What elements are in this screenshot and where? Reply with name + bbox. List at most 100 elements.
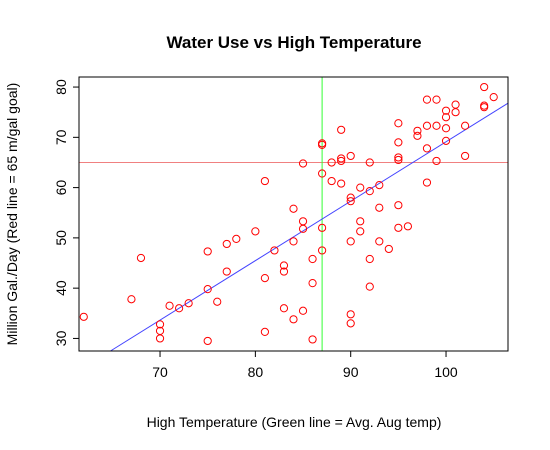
data-point xyxy=(451,100,460,109)
data-point xyxy=(365,254,374,264)
data-point xyxy=(298,224,308,233)
x-tick-label: 80 xyxy=(248,364,264,380)
data-point xyxy=(155,320,165,329)
data-point xyxy=(279,261,289,270)
data-point xyxy=(356,217,365,226)
data-point xyxy=(289,315,298,324)
data-point xyxy=(337,179,346,188)
y-tick-label: 40 xyxy=(53,280,69,296)
data-point xyxy=(222,239,231,249)
data-point xyxy=(480,103,489,112)
data-point xyxy=(308,254,317,264)
data-point xyxy=(260,274,269,283)
data-point xyxy=(432,121,441,130)
x-axis: 70 80 90 100 xyxy=(152,351,458,380)
data-point xyxy=(155,334,165,343)
reference-lines xyxy=(79,77,508,351)
data-point xyxy=(298,159,308,168)
data-point xyxy=(318,223,327,232)
x-tick-label: 70 xyxy=(152,364,168,380)
data-point xyxy=(394,223,403,232)
data-point xyxy=(346,193,355,202)
data-point xyxy=(394,119,403,128)
data-point xyxy=(318,169,327,178)
y-tick-label: 60 xyxy=(53,180,69,196)
data-point xyxy=(365,158,374,167)
data-point xyxy=(422,121,432,130)
data-point xyxy=(346,151,355,161)
data-point xyxy=(308,335,317,344)
data-point xyxy=(394,201,403,210)
data-point xyxy=(375,203,384,212)
data-point xyxy=(203,336,212,346)
data-point xyxy=(356,183,365,192)
data-point xyxy=(394,153,403,162)
data-point xyxy=(365,187,374,196)
regression-line xyxy=(110,102,509,352)
data-point xyxy=(432,156,441,166)
data-point xyxy=(184,299,193,308)
data-point xyxy=(260,327,269,336)
data-point xyxy=(222,267,231,276)
data-point xyxy=(318,246,327,255)
data-point xyxy=(375,180,384,190)
data-point xyxy=(346,319,355,328)
y-axis-label: Million Gal./Day (Red line = 65 m/gal go… xyxy=(4,83,20,346)
data-point xyxy=(441,113,451,122)
trend-line xyxy=(110,102,509,352)
data-point xyxy=(318,140,327,149)
data-point xyxy=(337,125,346,134)
data-point xyxy=(308,279,317,288)
data-point xyxy=(203,247,212,256)
data-point xyxy=(260,176,269,186)
data-point xyxy=(441,136,451,145)
y-tick-label: 70 xyxy=(53,129,69,145)
data-point xyxy=(441,106,451,115)
data-point xyxy=(175,304,184,313)
data-point xyxy=(422,95,432,104)
data-point xyxy=(346,197,355,206)
data-point xyxy=(480,82,489,92)
data-point xyxy=(251,227,260,236)
data-point xyxy=(394,138,403,147)
data-point xyxy=(270,246,279,255)
chart-title: Water Use vs High Temperature xyxy=(166,33,421,52)
data-point xyxy=(279,304,289,313)
data-point xyxy=(289,237,298,246)
data-points xyxy=(79,82,498,346)
x-tick-label: 100 xyxy=(434,364,458,380)
data-point xyxy=(489,93,498,102)
data-point xyxy=(461,121,470,130)
data-point xyxy=(279,267,289,276)
x-axis-label: High Temperature (Green line = Avg. Aug … xyxy=(147,414,442,430)
data-point xyxy=(384,244,393,254)
data-point xyxy=(298,217,308,226)
data-point xyxy=(127,295,136,304)
data-point xyxy=(403,222,412,231)
data-point xyxy=(451,108,460,117)
y-axis: 30 40 50 60 70 80 xyxy=(53,79,79,346)
data-point xyxy=(165,301,174,310)
data-point xyxy=(422,144,432,153)
data-point xyxy=(413,131,422,140)
data-point xyxy=(356,227,365,236)
y-tick-label: 30 xyxy=(53,330,69,346)
data-point xyxy=(337,156,346,166)
data-point xyxy=(394,155,403,165)
data-point xyxy=(365,282,374,291)
data-point xyxy=(203,285,212,294)
data-point xyxy=(289,204,298,213)
data-point xyxy=(327,176,336,186)
data-point xyxy=(346,310,355,319)
data-point xyxy=(213,297,222,306)
plot-frame xyxy=(78,76,509,352)
data-point xyxy=(337,154,346,163)
data-point xyxy=(346,237,355,246)
data-point xyxy=(441,124,451,133)
data-point xyxy=(461,151,470,161)
y-tick-label: 50 xyxy=(53,230,69,246)
data-point xyxy=(375,237,384,246)
y-tick-label: 80 xyxy=(53,79,69,95)
data-point xyxy=(413,126,422,135)
